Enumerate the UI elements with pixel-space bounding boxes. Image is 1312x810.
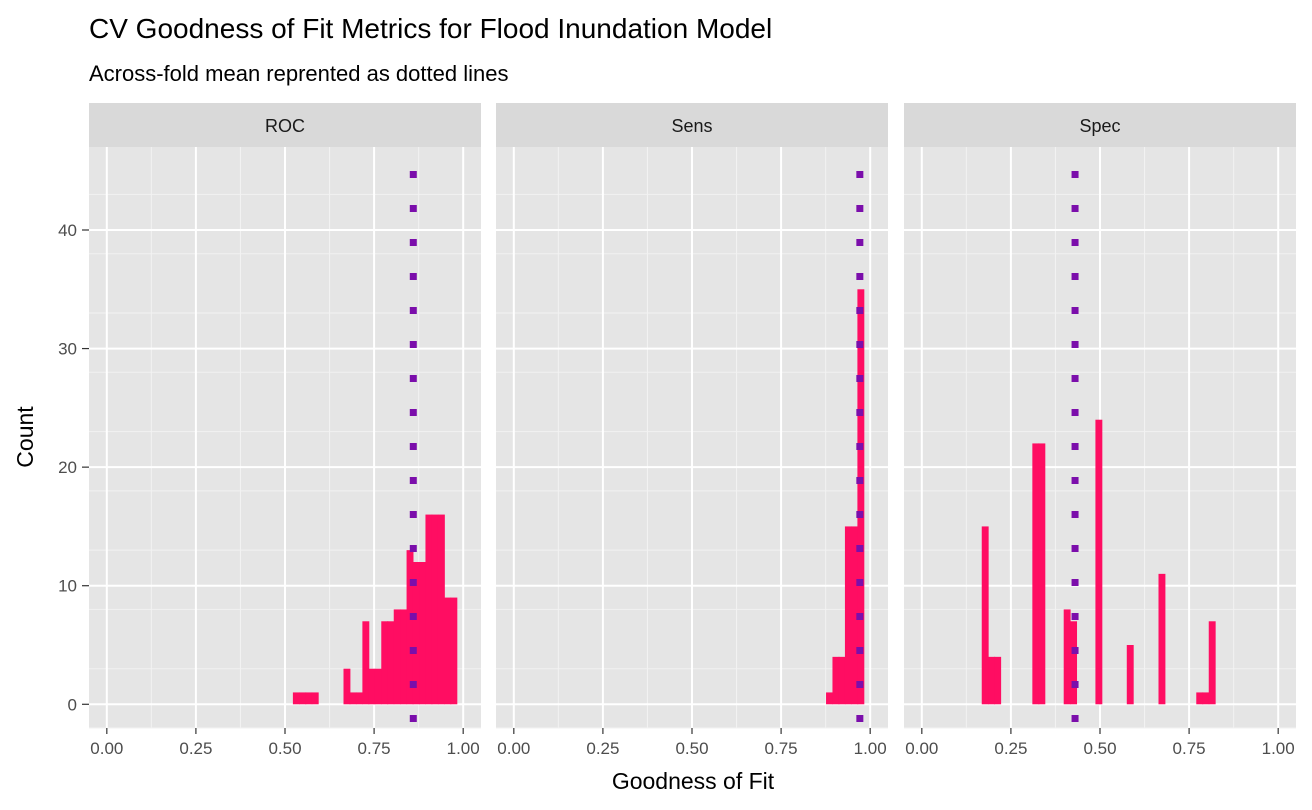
histogram-bar [1158,573,1166,705]
histogram-bar [343,668,351,705]
histogram-bar [406,550,414,705]
histogram-bar [311,692,319,705]
x-tick-label: 1.00 [447,739,480,758]
histogram-bar [1208,621,1216,705]
y-tick-label: 10 [58,577,77,596]
x-tick-label: 0.00 [90,739,123,758]
histogram-bar [832,656,840,705]
x-tick-label: 0.75 [358,739,391,758]
facet-strip [496,103,888,147]
x-tick-label: 1.00 [1262,739,1295,758]
facet-panel-spec: Spec 0.00 0.25 0.50 0.75 1.00 [904,103,1296,758]
histogram-bar [1095,419,1103,705]
y-tick-label: 0 [68,695,77,714]
y-tick-label: 30 [58,340,77,359]
histogram-bar [381,621,389,705]
histogram-bar [437,514,445,705]
y-tick-label: 40 [58,221,77,240]
x-tick-label: 0.00 [497,739,530,758]
histogram-bar [1196,692,1204,705]
facet-panel-roc: ROC 0.00 0.25 0.50 0.75 1.00 [89,103,481,758]
histogram-bar [838,656,846,705]
facet-strip-label: ROC [265,116,305,136]
facet-strip [89,103,481,147]
facet-strip-label: Spec [1079,116,1120,136]
y-axis: 0 10 20 30 40 [58,221,89,714]
histogram-bar [412,562,420,705]
histogram-bar [851,526,859,705]
histogram-bar [431,514,439,705]
histogram-bar [374,668,382,705]
x-tick-label: 0.50 [1083,739,1116,758]
histogram-bar [387,621,395,705]
histogram-bar [444,597,452,705]
x-tick-label: 0.50 [675,739,708,758]
histogram-bar [292,692,300,705]
facet-strip-label: Sens [671,116,712,136]
histogram-bar [1126,645,1134,705]
x-tick-label: 0.50 [268,739,301,758]
x-tick-label: 0.75 [1173,739,1206,758]
x-tick-label: 1.00 [854,739,887,758]
x-axis-title: Goodness of Fit [612,768,775,794]
x-tick-label: 0.75 [765,739,798,758]
histogram-bar [299,692,307,705]
x-tick-label: 0.25 [586,739,619,758]
x-tick-label: 0.25 [179,739,212,758]
histogram-bar [400,609,408,705]
histogram-bar [1063,609,1071,705]
histogram-bar [368,668,376,705]
histogram-bar [393,609,401,705]
x-tick-label: 0.00 [905,739,938,758]
histogram-bar [1202,692,1210,705]
histogram-bar [844,526,852,705]
histogram-bar [1032,443,1040,705]
histogram-bar [981,526,989,705]
x-tick-label: 0.25 [994,739,1027,758]
histogram-bar [1038,443,1046,705]
facet-panel-sens: Sens 0.00 0.25 0.50 0.75 1.00 [496,103,888,758]
histogram-bar [826,692,833,705]
histogram-bar [355,692,363,705]
chart-title: CV Goodness of Fit Metrics for Flood Inu… [89,13,772,44]
histogram-bar [857,289,865,705]
y-axis-title: Count [12,406,38,468]
chart-subtitle: Across-fold mean reprented as dotted lin… [89,61,508,86]
histogram-bar [419,562,426,705]
histogram-bar [994,656,1002,705]
histogram-bar [1070,621,1078,705]
histogram-bar [988,656,996,705]
histogram-bar [305,692,313,705]
histogram-bar [425,514,433,705]
histogram-bar [349,692,357,705]
y-tick-label: 20 [58,458,77,477]
facet-panels: ROC 0.00 0.25 0.50 0.75 1.00 Sens 0.00 0.25 0.50 0… [89,103,1296,758]
histogram-bar [450,597,458,705]
histogram-bar [362,621,370,705]
facet-strip [904,103,1296,147]
